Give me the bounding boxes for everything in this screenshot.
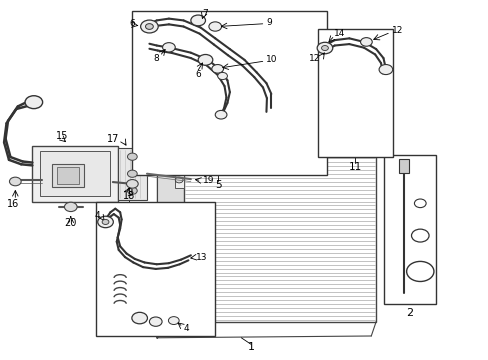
Bar xyxy=(398,159,408,173)
Text: 13: 13 xyxy=(195,253,207,262)
Text: 5: 5 xyxy=(214,180,221,190)
Text: 16: 16 xyxy=(7,199,19,209)
Text: 12: 12 xyxy=(308,54,320,63)
Bar xyxy=(183,39,375,321)
Text: 12: 12 xyxy=(391,26,402,35)
Circle shape xyxy=(414,199,425,208)
Bar xyxy=(118,148,147,200)
Circle shape xyxy=(406,261,433,282)
Bar xyxy=(132,12,327,175)
Circle shape xyxy=(175,276,183,282)
Bar xyxy=(174,81,183,97)
Bar xyxy=(32,146,118,202)
Text: 6: 6 xyxy=(129,19,135,28)
Circle shape xyxy=(126,180,138,188)
Circle shape xyxy=(127,153,137,160)
Text: 3: 3 xyxy=(125,188,132,198)
Circle shape xyxy=(208,22,221,31)
Bar xyxy=(40,151,110,196)
Bar xyxy=(174,172,183,188)
Circle shape xyxy=(211,64,223,73)
Bar xyxy=(52,164,83,187)
Circle shape xyxy=(215,111,226,119)
Bar xyxy=(96,202,215,336)
Circle shape xyxy=(149,317,162,326)
Circle shape xyxy=(411,229,428,242)
Circle shape xyxy=(168,317,179,324)
Text: 6: 6 xyxy=(195,70,201,79)
Circle shape xyxy=(217,72,227,80)
Circle shape xyxy=(198,54,212,65)
Text: 7: 7 xyxy=(202,9,207,18)
Text: 14: 14 xyxy=(333,29,345,38)
Circle shape xyxy=(9,177,21,186)
Circle shape xyxy=(378,64,392,75)
Text: 15: 15 xyxy=(56,131,68,141)
Text: 17: 17 xyxy=(106,134,119,144)
Circle shape xyxy=(127,187,137,194)
Circle shape xyxy=(175,177,183,183)
Text: 4: 4 xyxy=(183,324,189,333)
Bar xyxy=(57,167,79,184)
Circle shape xyxy=(98,216,113,228)
Circle shape xyxy=(141,20,158,33)
Text: 8: 8 xyxy=(153,54,159,63)
Circle shape xyxy=(190,15,205,26)
Circle shape xyxy=(317,42,332,54)
Text: 18: 18 xyxy=(122,192,135,201)
Text: 19: 19 xyxy=(203,176,214,185)
Text: 20: 20 xyxy=(64,218,77,228)
Text: 2: 2 xyxy=(406,308,413,318)
Bar xyxy=(384,155,435,304)
Text: 4: 4 xyxy=(95,211,101,220)
Bar xyxy=(317,30,392,157)
Text: 10: 10 xyxy=(266,55,277,64)
Circle shape xyxy=(321,45,328,50)
Circle shape xyxy=(102,220,109,225)
Text: 1: 1 xyxy=(247,342,254,352)
Polygon shape xyxy=(157,39,183,338)
Circle shape xyxy=(64,202,77,212)
Text: 9: 9 xyxy=(266,18,272,27)
Text: 11: 11 xyxy=(348,162,361,172)
Circle shape xyxy=(25,96,42,109)
Bar xyxy=(174,271,183,287)
Circle shape xyxy=(175,86,183,92)
Circle shape xyxy=(132,312,147,324)
Circle shape xyxy=(360,38,371,46)
Circle shape xyxy=(127,170,137,177)
Circle shape xyxy=(145,24,153,30)
Circle shape xyxy=(162,42,175,52)
